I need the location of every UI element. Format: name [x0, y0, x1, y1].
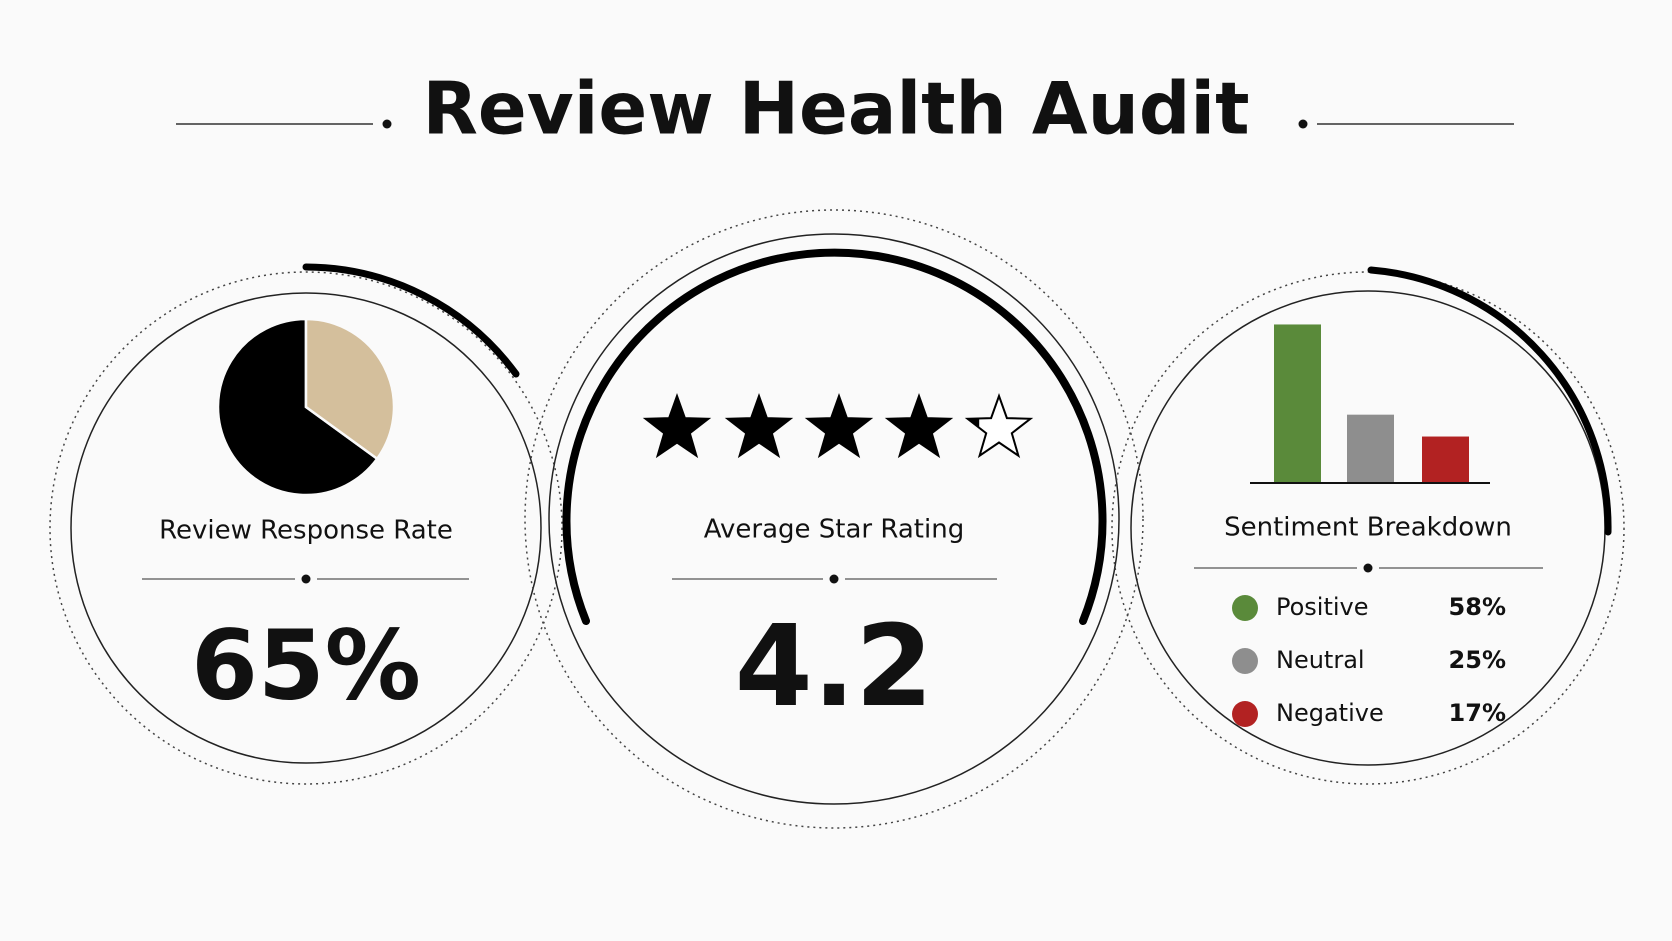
legend-value: 17%	[1449, 699, 1506, 727]
big-value: 4.2	[735, 602, 933, 732]
divider-dot	[1363, 563, 1373, 573]
title-dot	[382, 119, 392, 129]
card-ring-dotted	[49, 271, 563, 785]
bar	[1274, 324, 1321, 483]
divider-dot	[829, 574, 839, 584]
bar	[1422, 436, 1469, 483]
legend-label: Positive	[1276, 593, 1369, 621]
bar	[1347, 414, 1394, 483]
pie-slice	[216, 317, 379, 497]
card-ring	[70, 292, 542, 764]
card-accent-arc	[302, 263, 520, 378]
star-fill	[887, 396, 951, 456]
divider-dot	[301, 574, 311, 584]
legend-swatch	[1232, 701, 1258, 727]
big-value: 65%	[191, 609, 421, 721]
legend-label: Neutral	[1276, 646, 1365, 674]
card-title: Sentiment Breakdown	[1224, 513, 1512, 543]
star-fill	[967, 418, 980, 428]
legend-swatch	[1232, 648, 1258, 674]
star-fill	[807, 396, 871, 456]
legend-label: Negative	[1276, 699, 1384, 727]
pie-slice	[304, 317, 396, 461]
star-outline	[964, 393, 1034, 459]
title-dot	[1298, 119, 1308, 129]
page-title: Review Health Audit	[422, 67, 1249, 151]
legend-value: 58%	[1449, 593, 1506, 621]
card-title: Review Response Rate	[159, 516, 453, 546]
card-ring	[548, 233, 1120, 805]
legend-value: 25%	[1449, 646, 1506, 674]
star-fill	[727, 396, 791, 456]
star-fill	[645, 396, 709, 456]
card-ring-dotted	[524, 209, 1144, 829]
card-title: Average Star Rating	[704, 515, 964, 545]
card-ring-dotted	[1111, 271, 1625, 785]
card-accent-arc	[562, 248, 1107, 625]
card-accent-arc	[1367, 266, 1612, 536]
legend-swatch	[1232, 595, 1258, 621]
card-frames	[49, 209, 1625, 829]
